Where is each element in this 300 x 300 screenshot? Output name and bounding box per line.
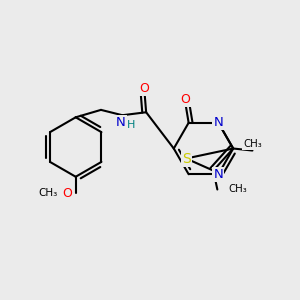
Text: N: N: [214, 116, 223, 129]
Text: CH₃: CH₃: [229, 184, 247, 194]
Text: S: S: [182, 152, 190, 166]
Text: O: O: [140, 82, 150, 95]
Text: CH₃: CH₃: [39, 188, 58, 198]
Text: O: O: [62, 187, 72, 200]
Text: N: N: [214, 168, 223, 181]
Text: H: H: [127, 120, 135, 130]
Text: O: O: [181, 93, 190, 106]
Text: CH₃: CH₃: [243, 139, 262, 149]
Text: N: N: [116, 116, 126, 129]
